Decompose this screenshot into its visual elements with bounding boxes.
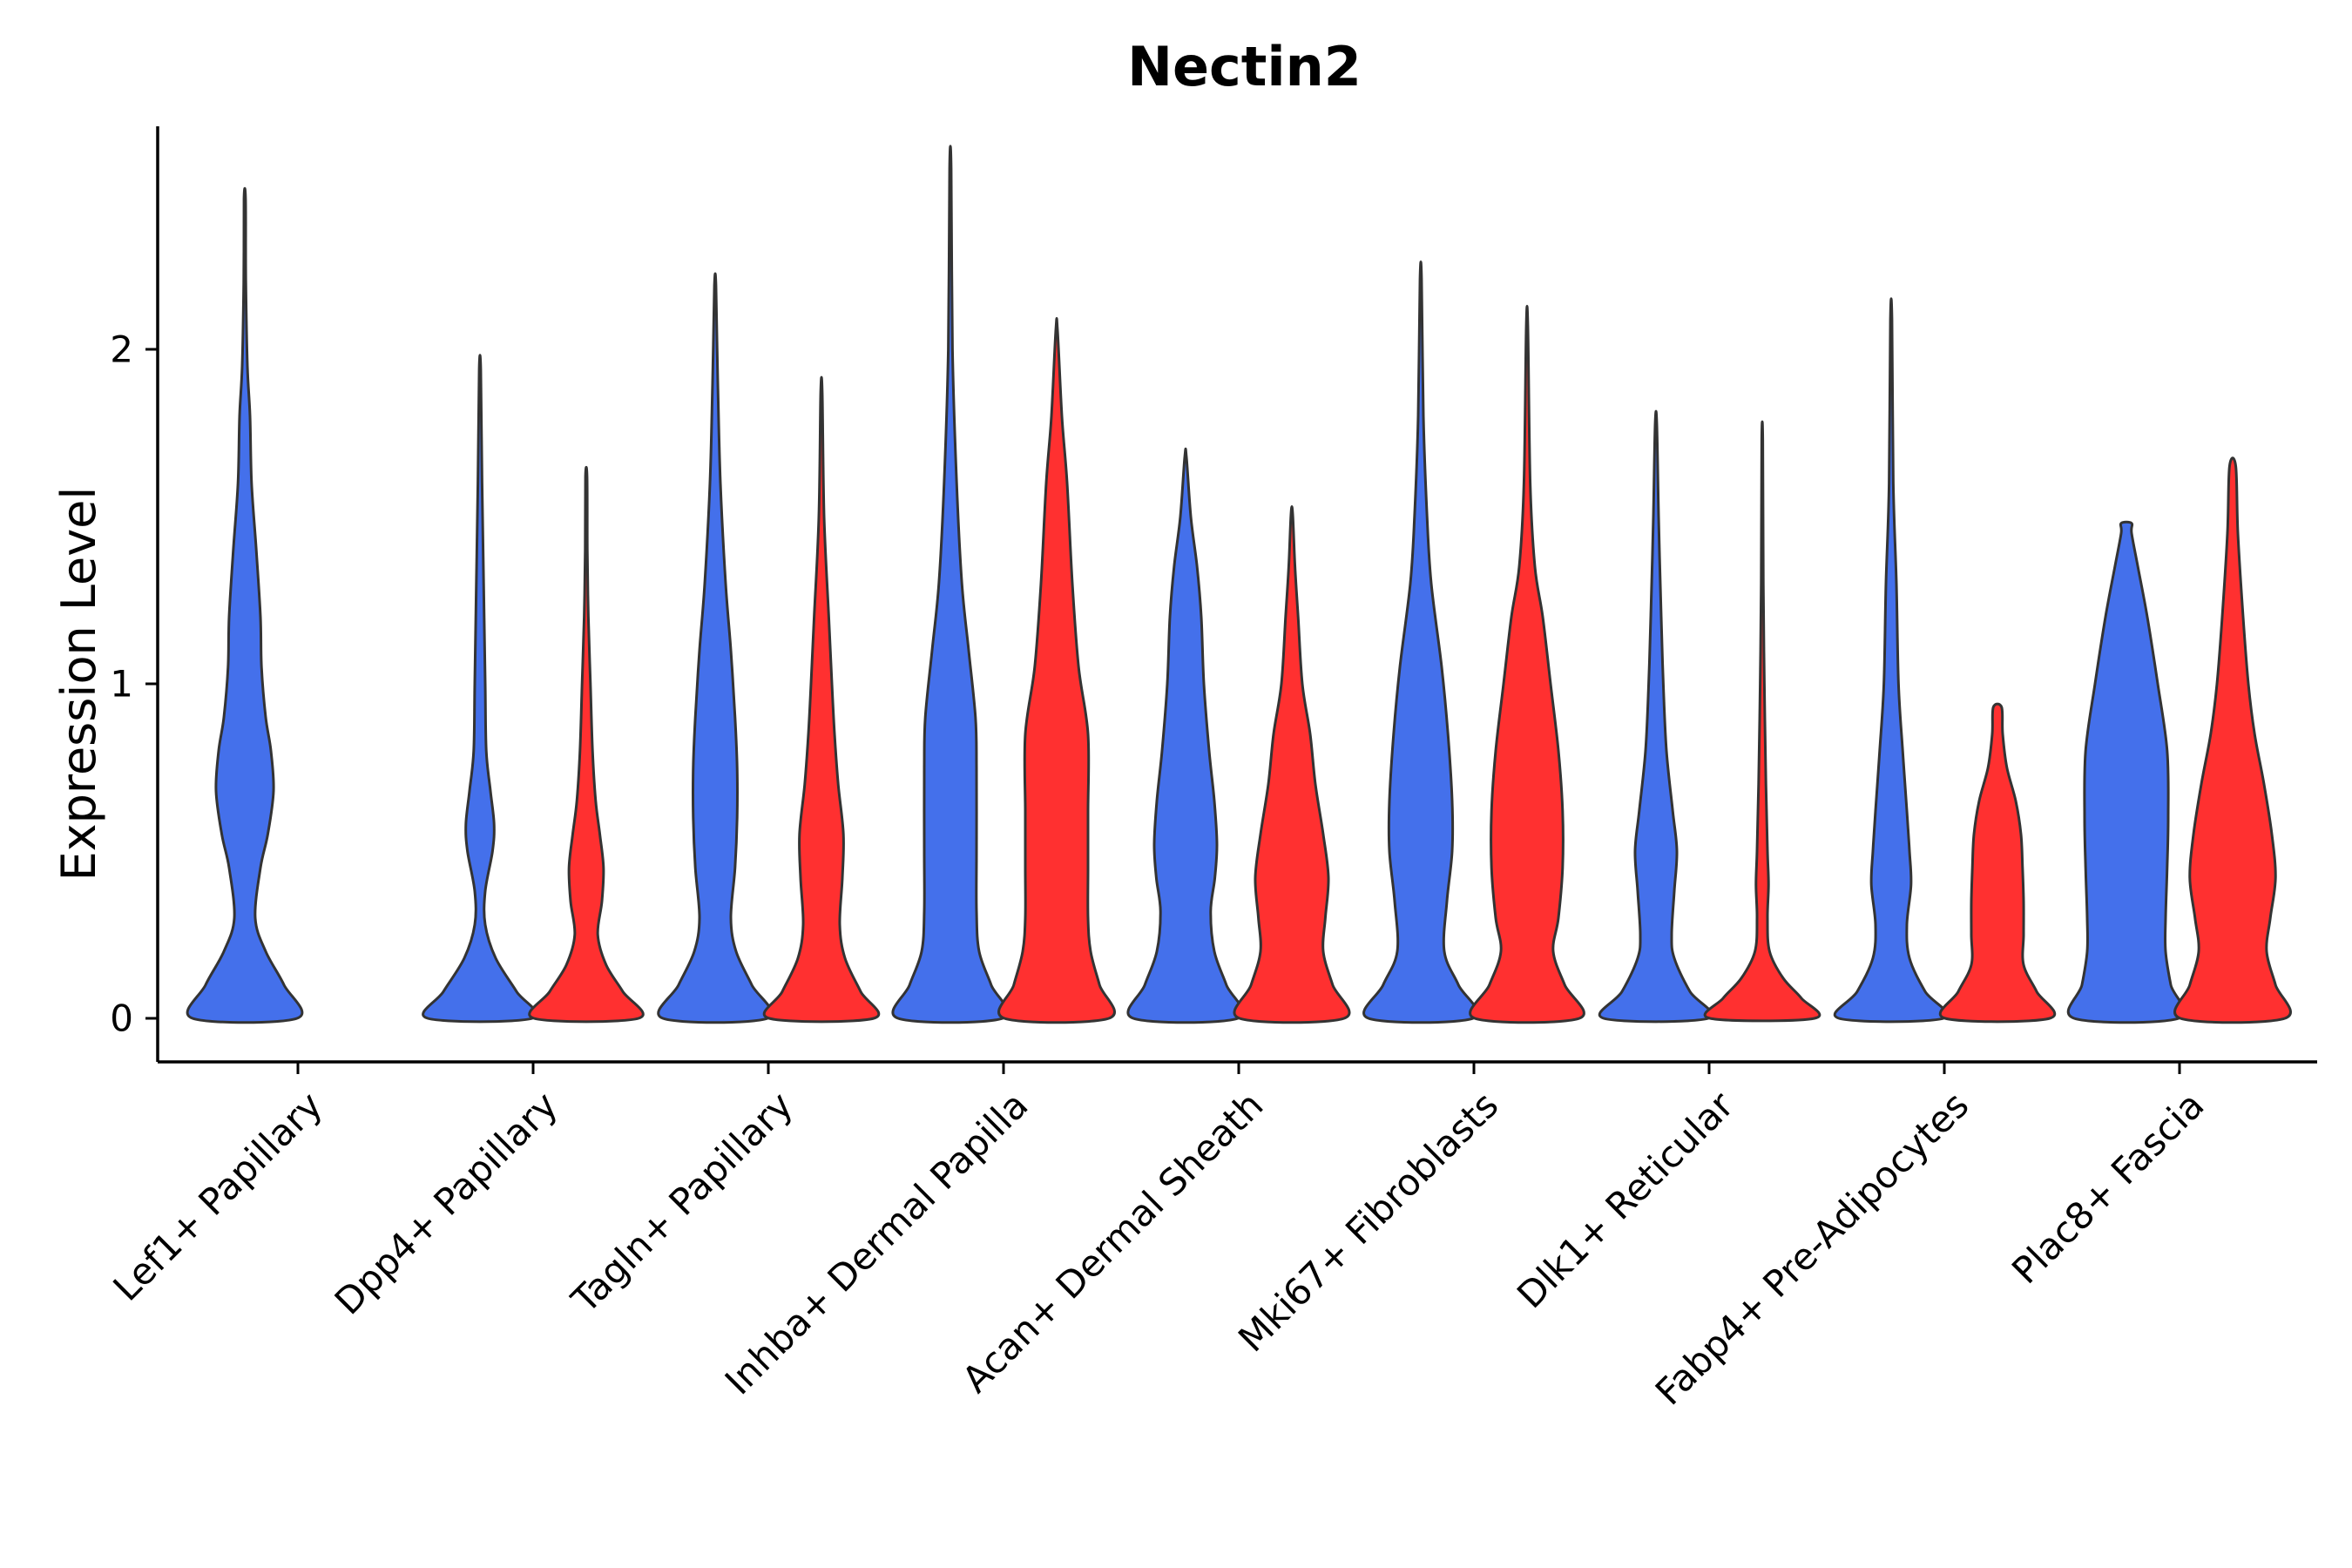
violin-red-6 [1703, 420, 1821, 1023]
violin-blue-8 [2066, 520, 2186, 1024]
violin-blue-7 [1833, 297, 1950, 1024]
violin-blue-4 [1126, 447, 1245, 1024]
y-ticks: 0 1 2 [110, 328, 158, 1040]
violin-red-4 [1233, 504, 1351, 1024]
violin-blue-5 [1362, 260, 1479, 1024]
x-tick-label: Dlk1+ Reticular [1509, 1083, 1742, 1316]
y-tick-label: 0 [110, 997, 133, 1040]
x-tick-label: Plac8+ Fascia [2004, 1084, 2212, 1292]
violin-red-3 [997, 316, 1116, 1024]
x-tick-label: Tagln+ Papillary [563, 1084, 801, 1321]
y-axis-label: Expression Level [51, 487, 106, 882]
violin-blue-0 [186, 186, 304, 1024]
violin-red-5 [1469, 305, 1585, 1024]
y-tick-label: 2 [110, 328, 133, 371]
violin-blue-6 [1598, 409, 1714, 1024]
violin-blue-3 [891, 145, 1010, 1024]
violin-blue-2 [657, 272, 774, 1024]
x-tick-label: Dpp4+ Papillary [327, 1084, 566, 1323]
violin-blue-1 [422, 354, 538, 1024]
x-tick-label: Lef1+ Papillary [105, 1084, 330, 1309]
violin-red-8 [2173, 456, 2292, 1024]
x-tick-label: Mki67+ Fibroblasts [1230, 1084, 1506, 1360]
violin-red-1 [528, 465, 645, 1024]
violin-red-7 [1938, 702, 2057, 1024]
violins-layer [186, 145, 2292, 1024]
y-tick-label: 1 [110, 663, 133, 706]
violin-red-2 [762, 375, 881, 1024]
chart-title: Nectin2 [1127, 35, 1362, 98]
